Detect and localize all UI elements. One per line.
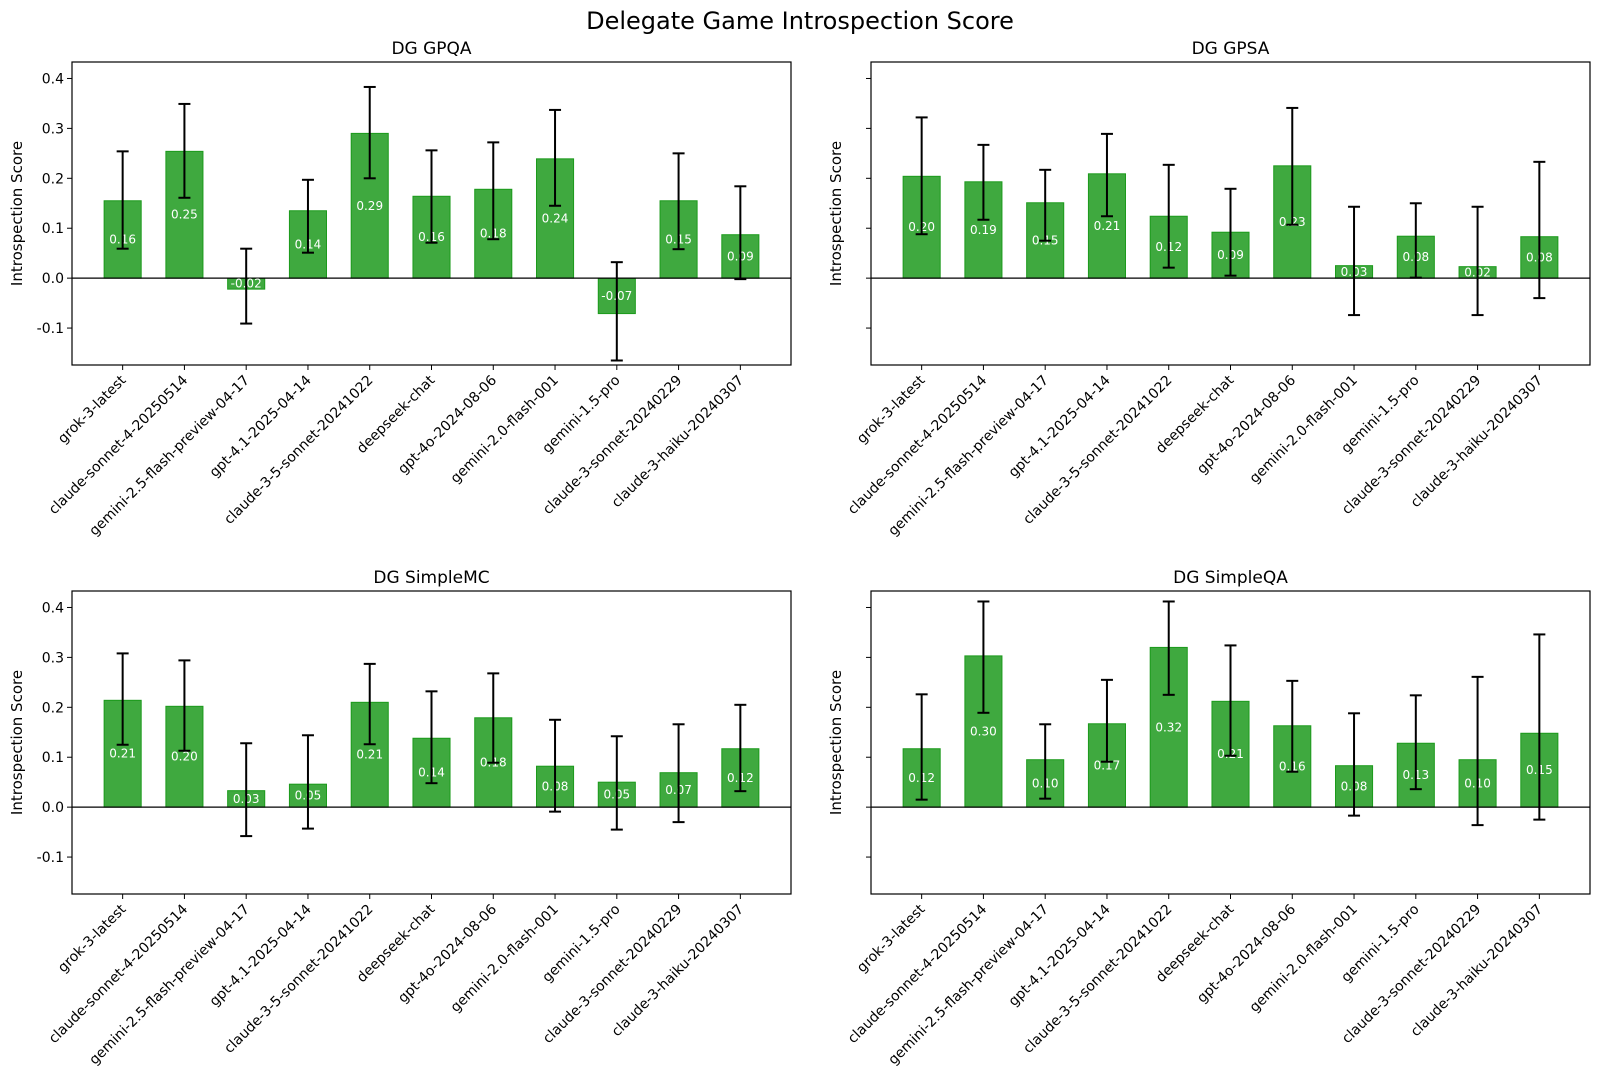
x-tick-label: claude-3-haiku-20240307 <box>1408 373 1546 511</box>
bar-value-label: 0.17 <box>1094 758 1121 772</box>
bar-value-label: 0.21 <box>1094 219 1121 233</box>
y-axis-label: Introspection Score <box>827 141 845 286</box>
panel-title: DG GPSA <box>1192 39 1270 59</box>
x-tick-label: gpt-4.1-2025-04-14 <box>1006 901 1114 1009</box>
x-tick-label: gemini-2.0-flash-001 <box>448 373 562 487</box>
y-axis-label: Introspection Score <box>827 670 845 815</box>
bar-value-label: 0.19 <box>970 223 997 237</box>
x-tick-label: gpt-4.1-2025-04-14 <box>1006 372 1114 480</box>
bar-value-label: 0.20 <box>171 750 198 764</box>
y-tick-label: 0.4 <box>42 600 64 616</box>
bar-value-label: 0.21 <box>109 747 136 761</box>
y-tick-label: 0.2 <box>42 171 64 187</box>
y-axis-label: Introspection Score <box>8 670 26 815</box>
y-tick-label: 0.0 <box>42 800 64 816</box>
y-tick-label: 0.3 <box>42 121 64 137</box>
y-tick-label: 0.2 <box>42 700 64 716</box>
bar-value-label: 0.32 <box>1155 720 1182 734</box>
bar-value-label: 0.25 <box>171 208 198 222</box>
y-tick-label: 0.4 <box>42 71 64 87</box>
panel-title: DG GPQA <box>391 39 471 59</box>
y-tick-label: 0.0 <box>42 271 64 287</box>
y-tick-label: -0.1 <box>37 850 64 866</box>
bar-value-label: 0.29 <box>356 199 383 213</box>
y-tick-label: 0.1 <box>42 750 64 766</box>
bar-value-label: 0.21 <box>356 748 383 762</box>
x-tick-label: gemini-2.0-flash-001 <box>448 902 562 1016</box>
bar-value-label: 0.24 <box>542 211 569 225</box>
x-tick-label: gemini-2.0-flash-001 <box>1247 902 1361 1016</box>
y-tick-label: 0.1 <box>42 221 64 237</box>
x-tick-label: claude-3-haiku-20240307 <box>609 902 747 1040</box>
x-tick-label: gpt-4.1-2025-04-14 <box>207 372 315 480</box>
y-tick-label: -0.1 <box>37 321 64 337</box>
figure-title: Delegate Game Introspection Score <box>586 7 1014 35</box>
x-tick-label: claude-3-haiku-20240307 <box>1408 902 1546 1040</box>
y-axis-label: Introspection Score <box>8 141 26 286</box>
y-tick-label: 0.3 <box>42 650 64 666</box>
panel-title: DG SimpleMC <box>373 568 489 588</box>
panel-title: DG SimpleQA <box>1173 568 1288 588</box>
panel-top-left: DG GPQA Introspection Score -0.1 0.0 0.1 0.2 0… <box>8 39 792 539</box>
x-tick-label: claude-3-haiku-20240307 <box>609 373 747 511</box>
bar-value-label: 0.30 <box>970 725 997 739</box>
x-tick-label: gemini-2.0-flash-001 <box>1247 373 1361 487</box>
panel-bottom-left: DG SimpleMC Introspection Score -0.1 0.0 0.1… <box>8 568 792 1068</box>
x-tick-label: gpt-4.1-2025-04-14 <box>207 901 315 1009</box>
